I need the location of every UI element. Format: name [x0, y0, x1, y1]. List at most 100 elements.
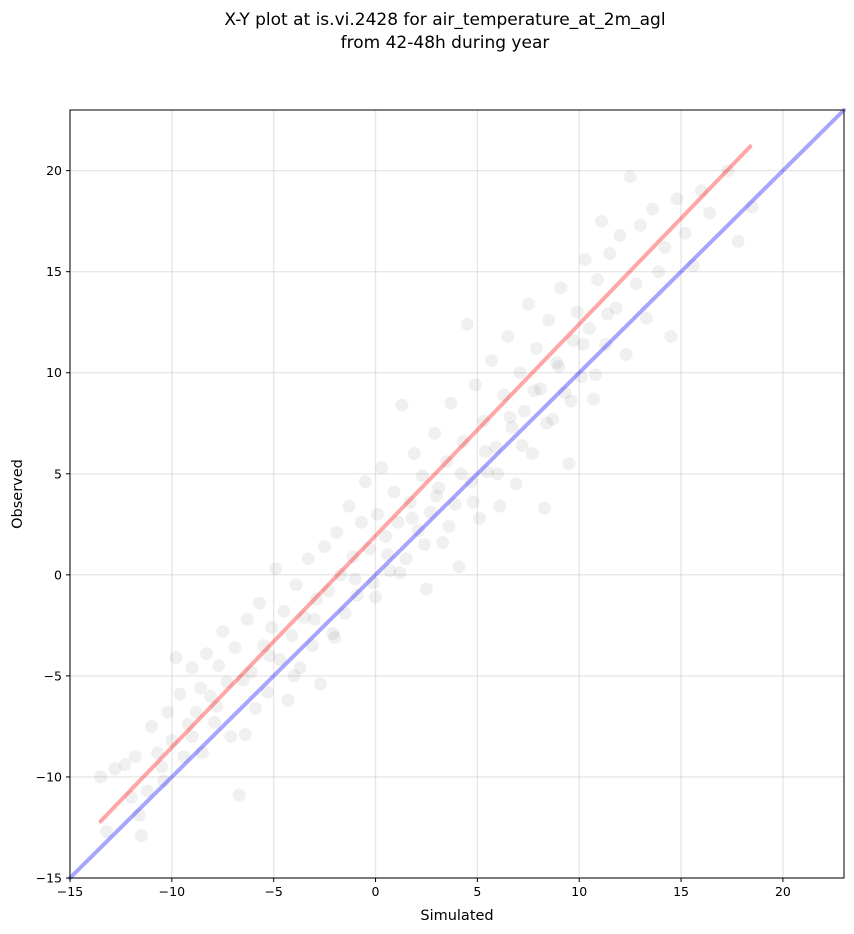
scatter-point — [509, 477, 523, 491]
scatter-point — [261, 685, 275, 699]
scatter-point — [491, 467, 505, 481]
scatter-points — [94, 164, 759, 843]
scatter-point — [468, 378, 482, 392]
scatter-point — [244, 665, 258, 679]
scatter-point — [94, 770, 108, 784]
scatter-point — [440, 455, 454, 469]
scatter-point — [350, 588, 364, 602]
scatter-point — [140, 784, 154, 798]
scatter-point — [456, 435, 470, 448]
scatter-point — [265, 620, 279, 634]
one-to-one-line-blue — [68, 108, 846, 880]
scatter-point — [395, 398, 409, 412]
scatter-point — [601, 307, 615, 321]
scatter-point — [161, 705, 175, 719]
x-tick-label: 0 — [372, 884, 380, 899]
x-axis-ticks: −15 −10 −5 0 5 10 15 20 — [57, 878, 791, 899]
scatter-point — [257, 639, 270, 653]
scatter-point — [721, 164, 735, 178]
scatter-point — [587, 392, 600, 406]
y-tick-label: 20 — [46, 163, 62, 178]
scatter-point — [623, 170, 637, 184]
scatter-point — [554, 281, 568, 295]
scatter-point — [550, 356, 564, 370]
y-tick-label: −10 — [36, 769, 62, 784]
x-tick-label: 10 — [571, 884, 587, 899]
scatter-point — [479, 445, 492, 459]
x-tick-label: −10 — [159, 884, 185, 899]
scatter-point — [289, 578, 303, 592]
scatter-point — [212, 659, 226, 673]
scatter-point — [403, 495, 417, 509]
scatter-point — [564, 394, 578, 408]
scatter-point — [240, 612, 254, 626]
scatter-point — [181, 717, 195, 731]
scatter-point — [546, 412, 560, 426]
scatter-point — [326, 627, 340, 640]
scatter-point — [367, 576, 380, 590]
scatter-point — [165, 734, 179, 748]
scatter-point — [189, 705, 203, 719]
scatter-point — [493, 499, 507, 513]
scatter-point — [411, 523, 425, 537]
scatter-point — [542, 313, 556, 327]
scatter-point — [269, 562, 283, 576]
chart-title-line-1: X-Y plot at is.vi.2428 for air_temperatu… — [224, 10, 665, 30]
scatter-point — [405, 511, 419, 525]
y-axis-ticks: −15 −10 −5 0 5 10 15 20 — [36, 163, 70, 886]
scatter-point — [195, 746, 209, 760]
scatter-point — [558, 386, 572, 400]
scatter-point — [281, 693, 295, 707]
chart-title-line-2: from 42-48h during year — [341, 33, 550, 53]
scatter-point — [297, 610, 311, 624]
scatter-point — [731, 234, 745, 248]
x-tick-label: 5 — [473, 884, 481, 899]
scatter-point — [552, 360, 566, 374]
scatter-point — [646, 202, 659, 216]
scatter-point — [432, 481, 446, 495]
scatter-point — [224, 730, 238, 743]
scatter-point — [595, 214, 609, 228]
scatter-point — [354, 515, 368, 529]
scatter-point — [118, 758, 132, 772]
scatter-point — [220, 675, 234, 689]
scatter-point — [285, 629, 299, 642]
scatter-point — [334, 568, 348, 582]
scatter-point — [132, 808, 146, 822]
scatter-point — [521, 297, 535, 311]
scatter-point — [200, 647, 213, 661]
scatter-point — [562, 457, 576, 471]
scatter-point — [145, 719, 158, 733]
scatter-point — [670, 192, 684, 206]
scatter-point — [525, 447, 539, 461]
scatter-point — [613, 228, 627, 242]
scatter-point — [185, 661, 199, 675]
scatter-point — [603, 247, 617, 260]
scatter-point — [430, 489, 444, 503]
scatter-point — [574, 370, 588, 384]
scatter-point — [293, 661, 307, 675]
scatter-point — [485, 354, 499, 368]
scatter-point — [228, 641, 242, 655]
scatter-point — [639, 311, 653, 325]
scatter-point — [513, 366, 527, 380]
scatter-point — [252, 596, 266, 610]
reference-lines — [68, 108, 846, 880]
scatter-point — [157, 774, 171, 788]
scatter-point — [151, 746, 165, 760]
scatter-point — [481, 465, 495, 479]
scatter-point — [505, 420, 519, 434]
scatter-point — [391, 515, 405, 529]
scatter-point — [124, 790, 138, 804]
x-tick-label: 20 — [775, 884, 791, 899]
scatter-point — [527, 384, 541, 398]
scatter-point — [330, 525, 344, 539]
scatter-point — [338, 606, 352, 620]
scatter-point — [248, 701, 262, 715]
scatter-point — [442, 519, 456, 533]
scatter-point — [210, 699, 224, 713]
scatter-point — [538, 501, 552, 515]
scatter-point — [658, 240, 672, 254]
scatter-point — [576, 337, 590, 351]
